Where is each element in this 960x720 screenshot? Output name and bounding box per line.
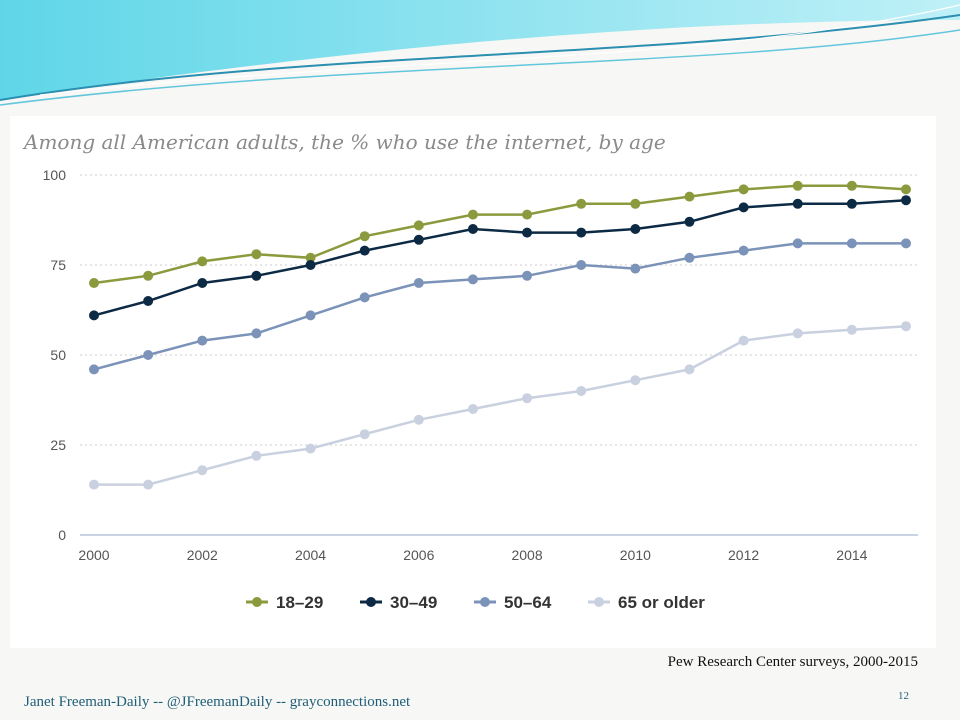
data-point [413, 414, 424, 425]
x-tick-label: 2008 [511, 547, 542, 563]
data-point [738, 202, 749, 213]
data-point [684, 191, 695, 202]
data-point [251, 270, 262, 281]
data-point [792, 328, 803, 339]
data-point [359, 429, 370, 440]
y-tick-label: 25 [50, 437, 66, 453]
x-tick-label: 2000 [78, 547, 109, 563]
data-point [630, 375, 641, 386]
data-point [792, 238, 803, 249]
footer-credit: Janet Freeman-Daily -- @JFreemanDaily --… [24, 694, 411, 710]
data-point [630, 224, 641, 234]
data-point [143, 270, 154, 281]
data-point [576, 227, 587, 238]
data-point [305, 260, 316, 270]
data-point [197, 256, 208, 267]
legend-label: 65 or older [618, 593, 705, 612]
y-tick-label: 0 [58, 527, 66, 543]
series-line-1 [93, 198, 907, 317]
data-point [576, 260, 587, 270]
data-point [467, 404, 478, 414]
data-point [684, 252, 695, 263]
legend-label: 50–64 [504, 593, 552, 612]
series-line-3 [94, 324, 907, 486]
data-point [738, 245, 749, 256]
page-number: 12 [898, 690, 909, 702]
data-point [413, 278, 424, 288]
data-point [143, 296, 154, 306]
data-point [901, 195, 911, 206]
data-point [576, 198, 587, 209]
y-tick-label: 50 [50, 347, 66, 363]
data-point [738, 184, 749, 195]
data-point [89, 310, 99, 321]
legend-swatch-marker [480, 597, 490, 607]
source-note: Pew Research Center surveys, 2000-2015 [667, 654, 918, 670]
data-point [143, 350, 154, 360]
x-tick-label: 2014 [836, 547, 867, 563]
series-line-0 [93, 184, 907, 285]
series-line-2 [93, 242, 906, 371]
data-point [846, 238, 857, 249]
legend-label: 30–49 [390, 593, 437, 612]
data-point [901, 238, 911, 249]
data-point [143, 479, 154, 490]
header-swoosh-decoration [0, 0, 960, 106]
data-point [251, 328, 262, 339]
data-point [792, 180, 803, 191]
data-point [305, 443, 316, 454]
data-point [901, 184, 911, 195]
x-tick-label: 2010 [620, 547, 651, 563]
data-point [359, 231, 370, 242]
x-tick-label: 2004 [295, 547, 326, 563]
data-point [89, 479, 99, 490]
x-tick-label: 2006 [403, 547, 434, 563]
data-point [684, 364, 695, 375]
y-tick-label: 100 [43, 167, 67, 183]
data-point [522, 270, 533, 281]
data-point [522, 393, 533, 404]
data-point [305, 252, 316, 263]
data-point [413, 220, 424, 231]
data-point [522, 227, 533, 238]
data-point [684, 216, 695, 227]
data-point [197, 278, 208, 288]
data-point [846, 324, 857, 335]
data-point [197, 465, 208, 476]
data-point [305, 310, 316, 321]
legend-swatch-marker [366, 597, 376, 607]
data-point [359, 245, 370, 256]
data-point [522, 209, 533, 220]
data-point [89, 278, 99, 288]
y-tick-label: 75 [50, 257, 66, 273]
chart-title: Among all American adults, the % who use… [24, 130, 666, 154]
data-point [467, 274, 478, 285]
data-point [630, 263, 641, 274]
data-point [467, 209, 478, 220]
data-point [89, 364, 99, 375]
legend-swatch-marker [252, 597, 262, 607]
data-point [846, 180, 857, 191]
data-point [197, 335, 208, 346]
data-point [413, 234, 424, 245]
data-point [467, 224, 478, 234]
data-point [901, 321, 911, 332]
data-point [576, 386, 587, 396]
data-point [846, 198, 857, 209]
legend-label: 18–29 [276, 593, 323, 612]
data-point [792, 198, 803, 209]
legend-swatch-marker [594, 597, 604, 607]
x-tick-label: 2012 [728, 547, 759, 563]
data-point [251, 249, 262, 260]
data-point [738, 335, 749, 346]
data-point [630, 198, 641, 209]
data-point [251, 450, 262, 461]
x-tick-label: 2002 [187, 547, 218, 563]
data-point [359, 292, 370, 303]
